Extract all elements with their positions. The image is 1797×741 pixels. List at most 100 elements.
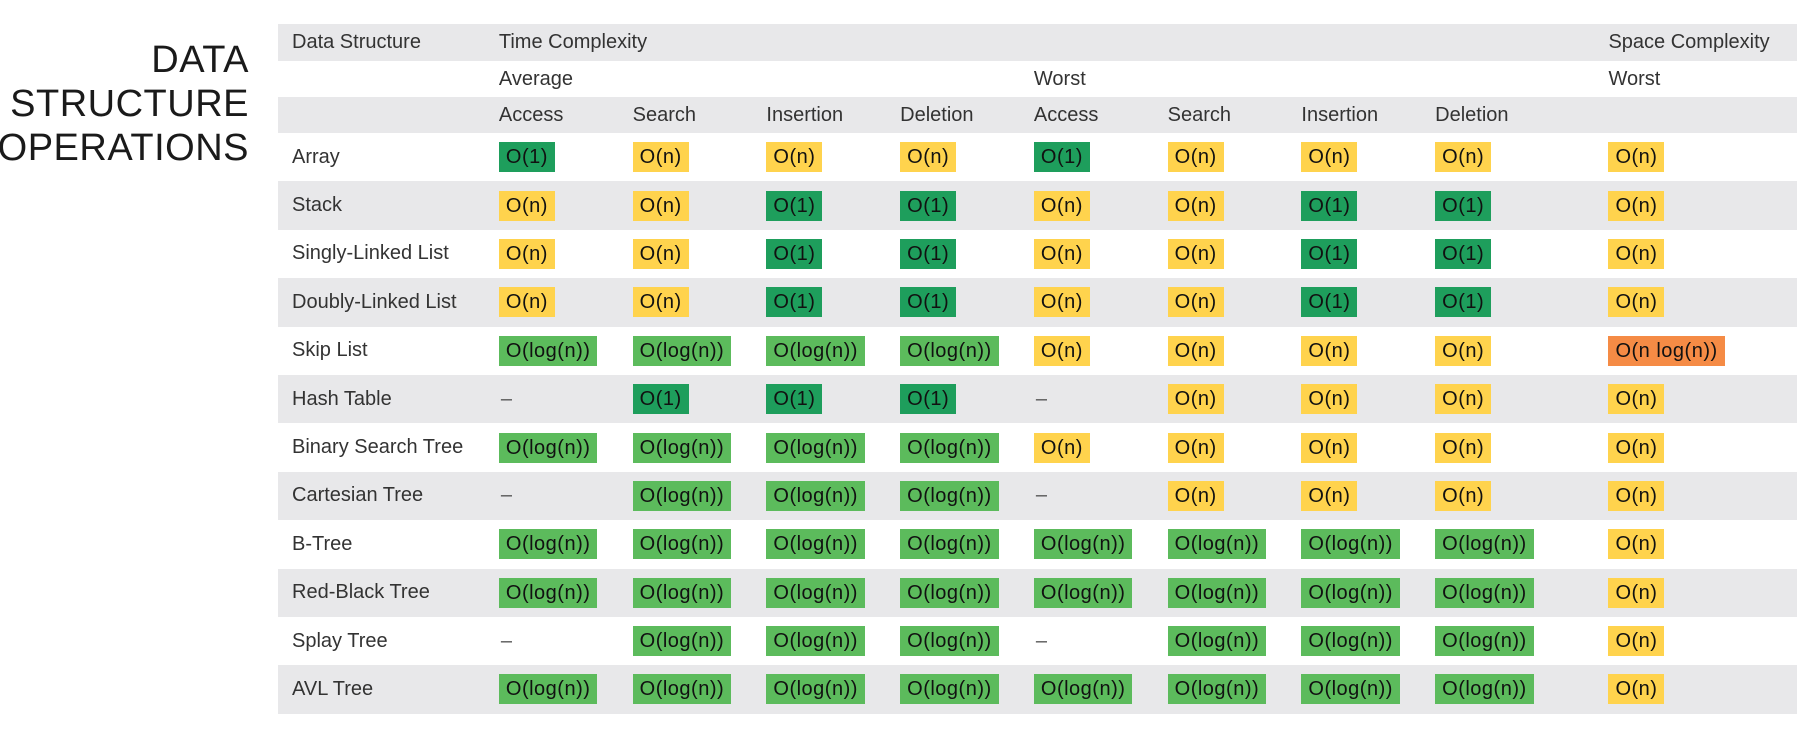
table-row: Binary Search Tree O(log(n)) O(log(n)) O(lo…: [278, 423, 1797, 471]
table-row: Doubly-Linked List O(n) O(n) O(1) O(1) O(n) O(…: [278, 278, 1797, 327]
table-cell: O(1): [632, 374, 767, 424]
header-op: Search: [1167, 97, 1302, 133]
table-cell: –: [1034, 617, 1168, 665]
complexity-badge: O(n): [766, 142, 823, 173]
complexity-badge: O(log(n)): [1435, 674, 1534, 705]
row-name: Cartesian Tree: [278, 471, 499, 521]
table-body: Array O(1) O(n) O(n) O(n) O(1) O(n) O(n) O(n) O(n…: [278, 133, 1797, 714]
table-cell: O(n): [1608, 665, 1797, 714]
table-cell: O(n): [1033, 278, 1168, 327]
row-name: AVL Tree: [278, 665, 499, 714]
complexity-badge: O(log(n)): [1435, 626, 1534, 657]
complexity-badge: O(log(n)): [766, 529, 865, 560]
header-row-groups: Data Structure Time Complexity Space Com…: [278, 24, 1797, 61]
table-cell: O(n): [1033, 230, 1168, 278]
complexity-badge: O(1): [900, 238, 957, 269]
table-cell: O(n): [1167, 230, 1302, 278]
complexity-badge: O(n): [900, 142, 957, 173]
complexity-badge: O(log(n)): [498, 674, 598, 705]
complexity-badge: O(n): [1608, 384, 1665, 415]
row-name: B-Tree: [292, 532, 353, 555]
complexity-badge: O(n): [632, 287, 689, 318]
complexity-badge: O(1): [1301, 238, 1358, 269]
table-row: Cartesian Tree – O(log(n)) O(log(n)) O(log(n…: [278, 471, 1797, 521]
header-space-worst: Worst: [1608, 67, 1661, 90]
empty-marker: –: [1035, 484, 1048, 507]
complexity-badge: O(n): [498, 238, 555, 269]
header-time-complexity: Time Complexity: [498, 24, 1609, 61]
complexity-badge: O(log(n)): [1435, 529, 1534, 560]
table-cell: O(log(n)): [766, 520, 900, 568]
table-cell: O(n): [632, 230, 767, 278]
complexity-badge: O(n): [1167, 238, 1224, 269]
complexity-badge: O(1): [900, 287, 957, 318]
table-cell: O(n): [1608, 568, 1797, 617]
table-cell: –: [499, 617, 633, 665]
complexity-badge: O(n): [1167, 287, 1224, 318]
complexity-badge: O(n): [632, 190, 689, 221]
row-name: Hash Table: [278, 374, 499, 424]
table-cell: O(log(n)): [498, 568, 633, 617]
empty-marker: –: [500, 387, 513, 410]
table-cell: O(1): [766, 278, 901, 327]
table-cell: O(n): [498, 230, 633, 278]
table-cell: O(log(n)): [498, 520, 633, 568]
table-cell: O(n): [1167, 278, 1302, 327]
complexity-badge: O(1): [900, 384, 957, 415]
table-cell: O(n): [1167, 327, 1302, 375]
complexity-badge: O(1): [498, 142, 555, 173]
table-cell: O(n log(n)): [1608, 327, 1797, 375]
empty-marker: –: [500, 484, 513, 507]
complexity-badge: O(n): [1608, 190, 1665, 221]
complexity-badge: O(n): [1608, 674, 1665, 705]
table-cell: O(n): [1033, 423, 1168, 471]
complexity-badge: O(log(n)): [900, 674, 999, 705]
complexity-badge: O(1): [1435, 287, 1492, 318]
header-average: Average: [498, 67, 574, 90]
row-name: Skip List: [292, 339, 368, 362]
complexity-badge: O(n): [1033, 432, 1090, 463]
complexity-badge: O(log(n)): [900, 432, 999, 463]
table-cell: O(n): [1608, 181, 1797, 230]
table-cell: O(n): [1608, 617, 1797, 665]
table-cell: O(n): [632, 181, 767, 230]
table-cell: O(log(n)): [1435, 520, 1608, 568]
table-cell: O(log(n)): [632, 327, 767, 375]
table-cell: O(log(n)): [1435, 568, 1609, 617]
complexity-badge: O(log(n)): [1301, 674, 1400, 705]
table-cell: O(log(n)): [1167, 665, 1302, 714]
table-cell: O(n): [1301, 423, 1435, 471]
table-cell: O(log(n)): [900, 568, 1034, 617]
table-cell: O(log(n)): [1167, 617, 1302, 665]
table-cell: O(log(n)): [1033, 568, 1168, 617]
table-cell: O(log(n)): [766, 568, 901, 617]
table-cell: O(1): [1435, 230, 1608, 278]
complexity-badge: O(1): [1033, 142, 1090, 173]
table-cell: O(log(n)): [1033, 520, 1168, 568]
complexity-badge: O(n): [1167, 384, 1224, 415]
header-op: Insertion: [766, 97, 901, 133]
complexity-badge: O(log(n)): [632, 529, 732, 560]
table-cell: O(n): [1167, 423, 1302, 471]
table-cell: O(1): [498, 133, 633, 181]
complexity-badge: O(log(n)): [1167, 674, 1267, 705]
table-cell: O(log(n)): [900, 471, 1034, 521]
complexity-badge: O(1): [766, 287, 823, 318]
complexity-badge: O(log(n)): [900, 529, 999, 560]
table-cell: O(n): [1033, 181, 1168, 230]
table-cell: O(log(n)): [766, 327, 900, 375]
empty-marker: –: [1035, 387, 1048, 410]
row-name: Array: [292, 145, 340, 168]
complexity-badge: O(1): [766, 238, 823, 269]
complexity-badge: O(1): [1435, 238, 1492, 269]
complexity-badge: O(log(n)): [498, 529, 598, 560]
table-cell: O(n): [1608, 133, 1797, 181]
table-cell: O(n): [632, 133, 767, 181]
table-cell: O(log(n)): [632, 520, 767, 568]
table-cell: O(1): [766, 181, 901, 230]
table-cell: O(n): [766, 133, 900, 181]
header-row-cases: Average Worst Worst: [278, 61, 1797, 97]
table-row: Array O(1) O(n) O(n) O(n) O(1) O(n) O(n) O(n) O(n…: [278, 133, 1797, 181]
table-cell: O(1): [766, 230, 900, 278]
table-cell: O(log(n)): [1167, 520, 1302, 568]
